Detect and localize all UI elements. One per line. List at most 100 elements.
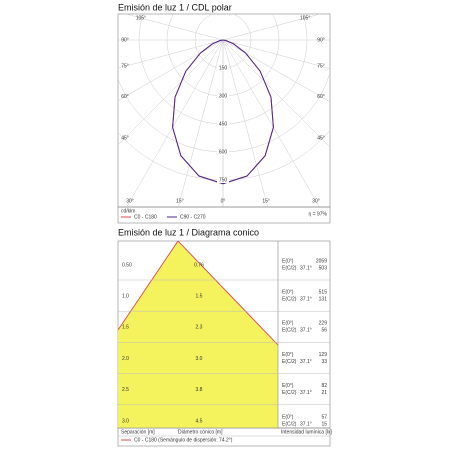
angle-label: 45°: [121, 135, 129, 141]
ec2-label: E(C/2): [282, 359, 297, 365]
grid-ray: [125, 14, 224, 41]
ec2-value: 15: [321, 421, 327, 427]
label-bg: [217, 65, 229, 71]
ec2-label: E(C/2): [282, 328, 297, 334]
height: 2.0: [122, 356, 129, 362]
ec2-value: 33: [321, 359, 327, 365]
label-bg: [217, 177, 229, 183]
grid-ray: [177, 39, 224, 207]
half-angle: 37.1°: [300, 265, 312, 271]
cone-plot: [118, 241, 278, 428]
cone-title: Emisión de luz 1 / Diagrama conico: [118, 227, 259, 237]
label-bg: [217, 93, 229, 99]
r-tick-label: 150: [219, 65, 228, 71]
height: 3.0: [122, 418, 129, 424]
angle-label: 90°: [317, 37, 325, 43]
diameter: 3.8: [196, 387, 203, 393]
ec2-label: E(C/2): [282, 265, 297, 271]
diameter: 4.5: [196, 418, 203, 424]
grid-ray: [126, 39, 224, 207]
cone-footer-text: Separación [m] Diámetro cónico [m] Intensi…: [121, 429, 332, 443]
legend-frame: [117, 206, 331, 224]
polar-title: Emisión de luz 1 / CDL polar: [118, 2, 232, 12]
series-line: [222, 39, 274, 185]
angle-label: 30°: [126, 198, 134, 204]
grid-ray: [222, 39, 330, 148]
angle-label: 45°: [317, 135, 325, 141]
height: 2.5: [122, 387, 129, 393]
half-angle: 37.1°: [300, 421, 312, 427]
angle-label: 30°: [312, 198, 320, 204]
r-tick-label: 450: [219, 121, 228, 127]
grid-ray: [118, 39, 224, 69]
height: 0.50: [122, 262, 132, 268]
angle-label: 90°: [121, 37, 129, 43]
e0-label: E(0°): [282, 290, 294, 296]
cone-area: [118, 241, 278, 428]
grid-ray: [222, 39, 320, 207]
angle-label: 0°: [221, 198, 226, 204]
grid-ray: [222, 39, 330, 69]
e0-value: 515: [319, 290, 328, 296]
e0-label: E(0°): [282, 414, 294, 420]
diameter: 3.0: [196, 356, 203, 362]
diameter: 1.5: [196, 294, 203, 300]
legend-label: C90 - C270: [180, 214, 206, 220]
footer-label: Separación [m]: [121, 429, 155, 435]
ec2-label: E(C/2): [282, 390, 297, 396]
angle-label: 60°: [317, 94, 325, 100]
e0-value: 2059: [316, 258, 327, 264]
ec2-value: 131: [319, 297, 328, 303]
height: 1.0: [122, 294, 129, 300]
e0-label: E(0°): [282, 383, 294, 389]
half-angle: 37.1°: [300, 359, 312, 365]
e0-value: 129: [319, 352, 328, 358]
angle-label: 75°: [317, 64, 325, 70]
label-bg: [217, 149, 229, 155]
angle-label: 15°: [262, 198, 270, 204]
angle-label: 105°: [300, 15, 310, 21]
r-tick-label: 300: [219, 93, 228, 99]
series-line: [172, 39, 224, 185]
e0-label: E(0°): [282, 258, 294, 264]
r-tick-label: 600: [219, 149, 228, 155]
grid-ray: [222, 39, 330, 103]
ec2-value: 56: [321, 328, 327, 334]
height: 1.5: [122, 325, 129, 331]
diameter: 0.76: [194, 262, 204, 268]
ec2-value: 503: [319, 265, 328, 271]
angle-label: 105°: [136, 15, 146, 21]
series-line: [172, 39, 224, 185]
e0-label: E(0°): [282, 321, 294, 327]
ec2-label: E(C/2): [282, 297, 297, 303]
ec2-label: E(C/2): [282, 421, 297, 427]
diameter: 2.3: [196, 325, 203, 331]
series-line: [222, 39, 274, 185]
grid-ray: [118, 39, 224, 146]
half-angle: 37.1°: [300, 328, 312, 334]
label-bg: [217, 121, 229, 127]
grid-ray: [222, 39, 269, 207]
efficiency: η = 97%: [309, 211, 328, 217]
footer-label: Diámetro cónico [m]: [178, 429, 223, 435]
footer-label: Intensidad lumínica [lx]: [281, 429, 332, 435]
half-angle: 37.1°: [300, 297, 312, 303]
e0-value: 57: [321, 414, 327, 420]
cone-footer: [117, 427, 331, 447]
cone-edge: [118, 241, 278, 346]
e0-value: 229: [319, 321, 328, 327]
half-angle: 37.1°: [300, 390, 312, 396]
e0-value: 82: [321, 383, 327, 389]
ec2-value: 21: [321, 390, 327, 396]
angle-label: 60°: [121, 94, 129, 100]
grid-ray: [118, 39, 224, 101]
angle-label: 15°: [176, 198, 184, 204]
legend-label: C0 - C180 (Semángulo de dispersión: 74.2…: [134, 437, 233, 443]
unit: cd/klm: [121, 208, 135, 214]
r-tick-label: 750: [219, 177, 228, 183]
e0-label: E(0°): [282, 352, 294, 358]
angle-label: 75°: [121, 64, 129, 70]
